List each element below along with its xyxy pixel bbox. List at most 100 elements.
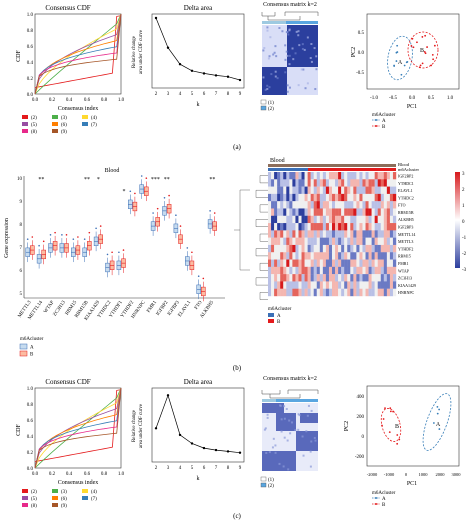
heatmap-cell	[301, 208, 305, 216]
heatmap-cell	[283, 193, 287, 202]
heatmap-cell	[286, 266, 290, 275]
pca-point-b	[392, 410, 395, 413]
boxplot-gene-label: FMR1	[146, 300, 158, 314]
heatmap-cell	[274, 201, 278, 209]
heatmap-cell	[365, 179, 369, 187]
heatmap-cell	[362, 223, 366, 231]
boxplot-outlier	[191, 251, 193, 254]
heatmap-cell	[310, 193, 314, 202]
heatmap-cell	[328, 281, 333, 289]
heatmap-cell	[274, 186, 278, 195]
pca-point-b	[411, 37, 414, 40]
heatmap-cell	[310, 259, 314, 268]
heatmap-cell	[325, 201, 330, 209]
heatmap-cell	[359, 274, 363, 282]
heatmap-cell	[380, 237, 385, 246]
pca-ylabel-a: PC2	[351, 47, 357, 57]
heatmap-cell	[286, 252, 290, 260]
heatmap-cell	[295, 244, 299, 253]
tick: 0.0	[27, 93, 34, 98]
tick: -1.0	[370, 96, 378, 101]
matrix-cell	[288, 29, 291, 32]
heatmap-cell	[301, 230, 305, 238]
matrix-cell	[301, 47, 304, 50]
heatmap-cell	[350, 288, 354, 297]
delta-line-a	[154, 16, 242, 82]
heatmap-cell	[359, 201, 363, 209]
boxplot-outlier	[145, 177, 148, 179]
tick: 0.6	[27, 419, 34, 424]
tick: 3000	[452, 472, 462, 477]
heatmap-cell	[347, 172, 351, 180]
heatmap-cell	[283, 288, 287, 297]
legend-swatch	[52, 122, 58, 126]
heatmap-cell	[286, 179, 290, 187]
legend-swatch	[52, 115, 58, 119]
heatmap-cell	[380, 172, 385, 180]
pca-point-b	[412, 46, 415, 49]
heatmap-cell	[268, 230, 272, 238]
cdf-curve	[34, 13, 122, 95]
heatmap-cell	[274, 230, 278, 238]
heatmap-cell	[268, 179, 272, 187]
matrix-cell	[305, 430, 308, 433]
boxplot-significance: **	[209, 177, 215, 183]
heatmap-cell	[313, 252, 317, 260]
heatmap-cell	[368, 259, 372, 268]
pca-point-a	[436, 412, 439, 415]
heatmap-cell	[359, 223, 363, 231]
heatmap-cell	[389, 208, 394, 216]
heatmap-cell	[341, 288, 345, 297]
heatmap-cell	[298, 244, 302, 253]
tick: 7	[215, 92, 218, 97]
heatmap-cell	[383, 288, 388, 297]
heatmap-cell	[389, 281, 394, 289]
heatmap-cell	[310, 186, 314, 195]
tick: 0.2	[49, 98, 56, 103]
heatmap-cell	[289, 179, 293, 187]
heatmap-cell	[319, 274, 324, 282]
heatmap-cell	[298, 179, 302, 187]
matrix-cell	[315, 68, 318, 71]
heatmap-cell	[286, 223, 290, 231]
heatmap-cell	[332, 223, 336, 231]
heatmap-cell	[332, 266, 336, 275]
heatmap-cell	[325, 281, 330, 289]
heatmap-cell	[328, 223, 333, 231]
heatmap-cell	[347, 230, 351, 238]
heatmap-cell	[380, 193, 385, 202]
heatmap-cell	[304, 281, 308, 289]
heatmap-row-label: WTAP	[398, 268, 410, 273]
boxplot-outlier	[72, 238, 75, 240]
pca-point-b	[381, 424, 383, 427]
heatmap-cell	[335, 252, 339, 260]
heatmap-cell	[362, 237, 366, 246]
tick: 8	[20, 223, 23, 228]
heatmap-cell	[307, 252, 311, 260]
heatmap-cell	[377, 223, 381, 231]
heatmap-cell	[310, 223, 314, 231]
cdf-curve	[34, 387, 122, 469]
heatmap-cell	[347, 266, 351, 275]
heatmap-cell	[310, 274, 314, 282]
heatmap-cell	[286, 244, 290, 253]
heatmap-cell	[368, 237, 372, 246]
heatmap-row-label: ELAVL1	[398, 188, 413, 193]
heatmap-cell	[356, 274, 360, 282]
heatmap-cell	[386, 259, 391, 268]
heatmap-cell	[353, 179, 357, 187]
heatmap-cell	[280, 237, 284, 246]
boxplot-significance: **	[38, 177, 44, 183]
heatmap-cell	[371, 223, 375, 231]
heatmap-cell	[365, 208, 369, 216]
heatmap-cell	[386, 172, 391, 180]
heatmap-cell	[335, 266, 339, 275]
heatmap-cell	[362, 215, 366, 224]
boxplot-outlier	[168, 194, 170, 197]
heatmap-cell	[356, 288, 360, 297]
heatmap-cell	[301, 252, 305, 260]
heatmap-cell	[313, 223, 317, 231]
heatmap-cell	[289, 208, 293, 216]
tick: 8	[227, 92, 230, 97]
heatmap-cell	[292, 223, 296, 231]
